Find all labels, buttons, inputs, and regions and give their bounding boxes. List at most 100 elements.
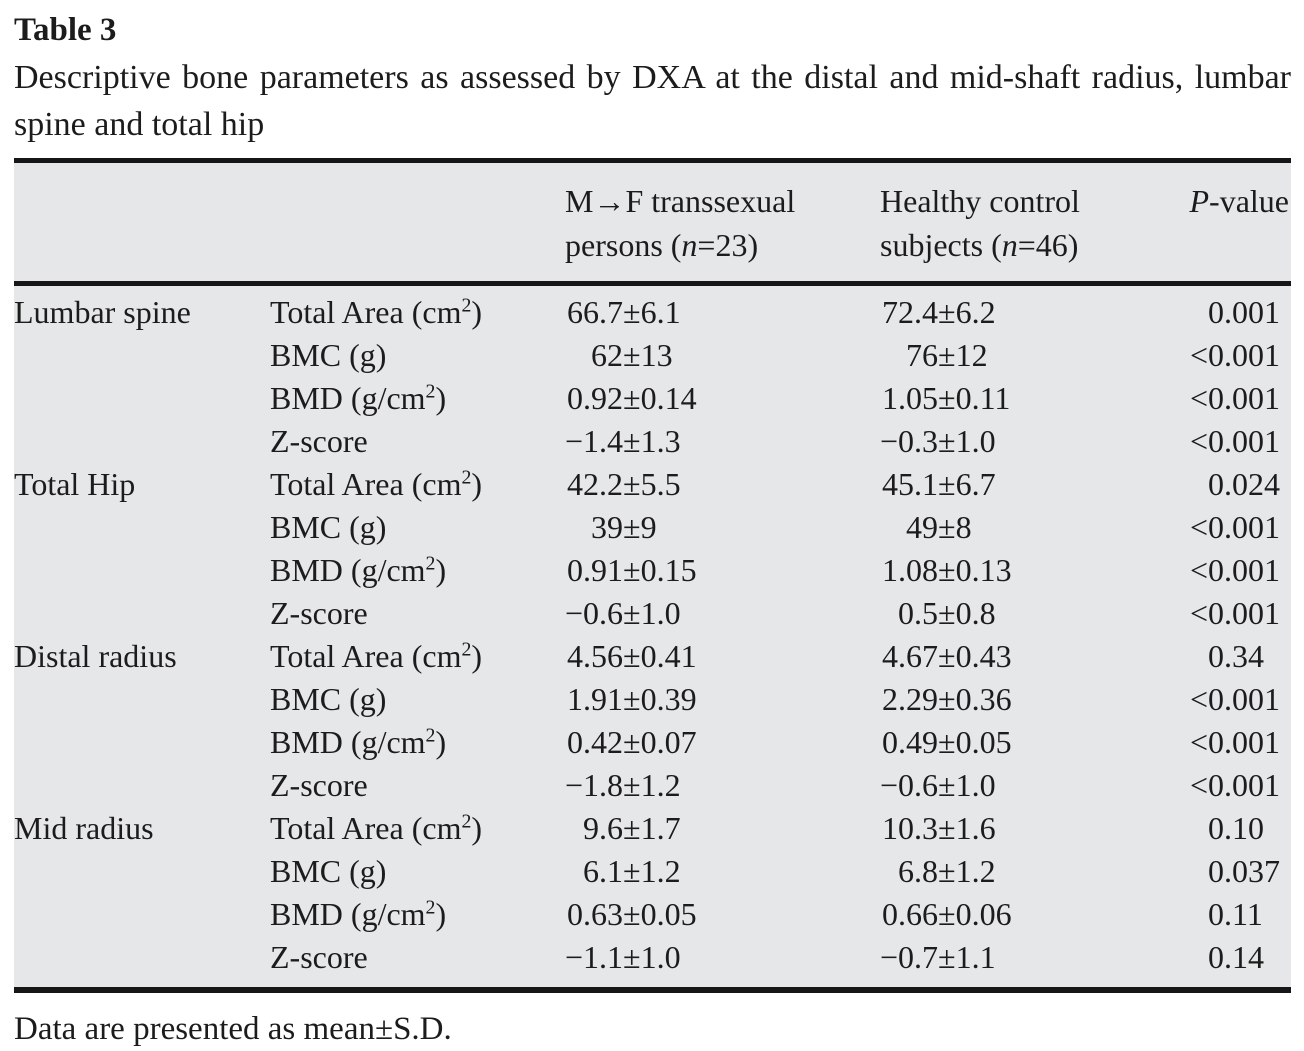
parameter-label: BMC (g) [270,337,387,373]
p-value: <0.001 [1189,337,1280,373]
site-label [14,592,270,635]
table-footnote: Data are presented as mean±S.D. [14,1011,452,1047]
p-value: <0.001 [1189,767,1280,803]
header-control-column: Healthy control subjects (n=46) [880,179,1172,267]
table-row: BMC (g) 62 ±13 76 ±12 <0.001 [14,334,1291,377]
parameter-label: BMC (g) [270,509,387,545]
control-value: 10.3 ±1.6 [882,810,996,846]
bottom-rule [14,987,1291,993]
transsexual-value: 6.1 ±1.2 [583,853,681,889]
transsexual-value: 39 ±9 [591,509,657,545]
superscript: 2 [425,552,436,575]
table-row: Z-score −0.6 ±1.0 0.5 ±0.8 <0.001 [14,592,1291,635]
parameter-label: BMD (g/cm2) [270,552,447,588]
p-value: 0.14 [1208,939,1264,975]
table-row: BMD (g/cm2) 0.91 ±0.15 1.08 ±0.13 <0.001 [14,549,1291,592]
site-label [14,420,270,463]
parameter-label: BMC (g) [270,853,387,889]
parameter-label: Z-score [270,423,368,459]
control-value: 76 ±12 [906,337,988,373]
transsexual-value: 9.6 ±1.7 [583,810,681,846]
site-label [14,893,270,936]
site-label [14,377,270,420]
table-row: Z-score −1.4 ±1.3 −0.3 ±1.0 <0.001 [14,420,1291,463]
p-value: 0.001 [1208,294,1280,330]
header-control-line1: Healthy control [880,183,1080,219]
control-value: 1.05 ±0.11 [882,380,1011,416]
header-transsexual-line2: persons (n=23) [565,227,759,263]
site-label [14,334,270,377]
transsexual-value: 0.91 ±0.15 [567,552,697,588]
table-row: Z-score −1.8 ±1.2 −0.6 ±1.0 <0.001 [14,764,1291,807]
parameter-label: BMD (g/cm2) [270,724,447,760]
table-body: Lumbar spine Total Area (cm2) 66.7 ±6.1 7… [14,286,1291,987]
p-value: <0.001 [1189,423,1280,459]
transsexual-value: 0.92 ±0.14 [567,380,697,416]
p-value: 0.037 [1208,853,1280,889]
site-label [14,506,270,549]
transsexual-value: 1.91 ±0.39 [567,681,697,717]
table-number-title: Table 3 [14,12,117,48]
site-label: Distal radius [14,638,177,674]
site-label [14,549,270,592]
table-row: Total Hip Total Area (cm2) 42.2 ±5.5 45.1… [14,463,1291,506]
control-value: 72.4 ±6.2 [882,294,996,330]
p-value: <0.001 [1189,509,1280,545]
parameter-label: Z-score [270,595,368,631]
table-row: BMD (g/cm2) 0.42 ±0.07 0.49 ±0.05 <0.001 [14,721,1291,764]
transsexual-value: 0.42 ±0.07 [567,724,697,760]
table-row: BMC (g) 39 ±9 49 ±8 <0.001 [14,506,1291,549]
p-value: 0.024 [1208,466,1280,502]
header-pvalue-column: P-value [1189,183,1290,219]
site-label: Total Hip [14,466,136,502]
parameter-label: Z-score [270,767,368,803]
table-row: Mid radius Total Area (cm2) 9.6 ±1.7 10.3… [14,807,1291,850]
superscript: 2 [461,466,472,489]
transsexual-value: 4.56 ±0.41 [567,638,697,674]
site-label [14,936,270,979]
header-site-column [14,179,270,267]
transsexual-value: −1.8 ±1.2 [565,767,681,803]
control-value: 45.1 ±6.7 [882,466,996,502]
table-row: Z-score −1.1 ±1.0 −0.7 ±1.1 0.14 [14,936,1291,979]
site-label [14,764,270,807]
superscript: 2 [425,896,436,919]
control-value: −0.3 ±1.0 [880,423,996,459]
transsexual-value: −0.6 ±1.0 [565,595,681,631]
control-value: 4.67 ±0.43 [882,638,1012,674]
control-value: 49 ±8 [906,509,972,545]
transsexual-value: 42.2 ±5.5 [567,466,681,502]
control-value: −0.6 ±1.0 [880,767,996,803]
table-row: BMD (g/cm2) 0.63 ±0.05 0.66 ±0.06 0.11 [14,893,1291,936]
control-value: 1.08 ±0.13 [882,552,1012,588]
data-table: M→F transsexual persons (n=23) Healthy c… [14,158,1291,993]
parameter-label: Z-score [270,939,368,975]
control-value: 6.8 ±1.2 [898,853,996,889]
parameter-label: Total Area (cm2) [270,810,483,846]
transsexual-value: 62 ±13 [591,337,673,373]
p-value: <0.001 [1189,552,1280,588]
transsexual-value: −1.4 ±1.3 [565,423,681,459]
header-transsexual-line1: M→F transsexual [565,183,796,219]
site-label: Lumbar spine [14,294,191,330]
table-row: Distal radius Total Area (cm2) 4.56 ±0.41… [14,635,1291,678]
control-value: 0.66 ±0.06 [882,896,1012,932]
parameter-label: BMC (g) [270,681,387,717]
table-row: BMC (g) 6.1 ±1.2 6.8 ±1.2 0.037 [14,850,1291,893]
p-value: <0.001 [1189,681,1280,717]
transsexual-value: −1.1 ±1.0 [565,939,681,975]
superscript: 2 [425,380,436,403]
site-label [14,850,270,893]
site-label [14,721,270,764]
parameter-label: BMD (g/cm2) [270,896,447,932]
control-value: 0.49 ±0.05 [882,724,1012,760]
control-value: 0.5 ±0.8 [898,595,996,631]
site-label: Mid radius [14,810,154,846]
table-header-row: M→F transsexual persons (n=23) Healthy c… [14,163,1291,281]
p-value: 0.10 [1208,810,1264,846]
header-transsexual-column: M→F transsexual persons (n=23) [565,179,880,267]
parameter-label: Total Area (cm2) [270,466,483,502]
p-value: 0.11 [1208,896,1263,932]
superscript: 2 [461,294,472,317]
